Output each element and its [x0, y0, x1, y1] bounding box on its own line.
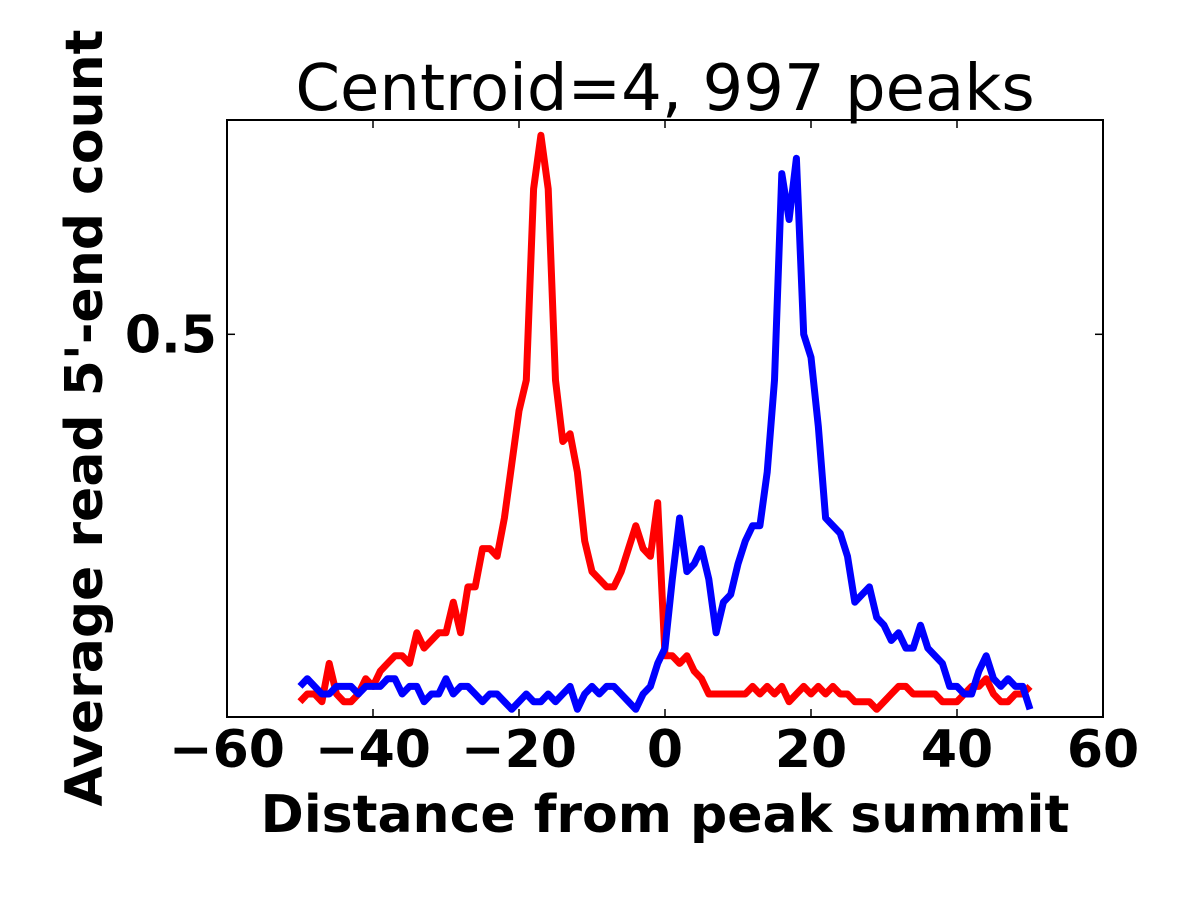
x-tick-label: 40: [921, 720, 993, 780]
series-line-blue: [297, 154, 1034, 713]
x-tick-label: −60: [169, 720, 285, 780]
x-axis-label: Distance from peak summit: [261, 785, 1070, 845]
chart-title: Centroid=4, 997 peaks: [295, 52, 1034, 126]
x-tick-label: 60: [1067, 720, 1139, 780]
series-layer: [297, 131, 1034, 713]
y-tick-label: 0.5: [125, 305, 217, 365]
x-tick-label: 20: [775, 720, 847, 780]
x-tick-label: −40: [315, 720, 431, 780]
tick-layer: −60 −40 −20 0 20 40 60 0.5: [125, 120, 1139, 780]
x-tick-label: 0: [647, 720, 683, 780]
x-tick-label: −20: [461, 720, 577, 780]
y-axis-label: Average read 5'-end count: [55, 30, 115, 807]
